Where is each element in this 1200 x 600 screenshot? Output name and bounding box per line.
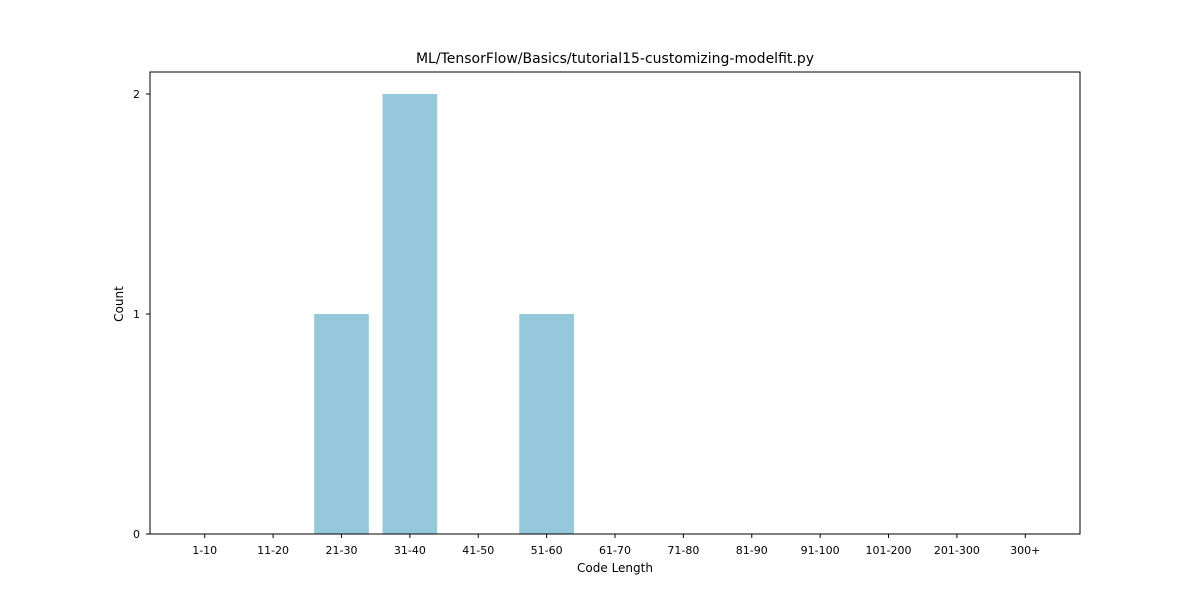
x-tick-label: 31-40 xyxy=(394,544,426,557)
x-tick-label: 11-20 xyxy=(257,544,289,557)
x-tick-label: 21-30 xyxy=(325,544,357,557)
bar-31-40 xyxy=(382,94,438,534)
x-tick-label: 71-80 xyxy=(667,544,699,557)
bars-group xyxy=(314,94,574,534)
x-tick-label: 61-70 xyxy=(599,544,631,557)
bar-51-60 xyxy=(519,314,574,534)
bar-21-30 xyxy=(314,314,369,534)
x-tick-label: 91-100 xyxy=(801,544,840,557)
x-tick-label: 1-10 xyxy=(192,544,217,557)
x-tick-label: 300+ xyxy=(1010,544,1040,557)
chart-title: ML/TensorFlow/Basics/tutorial15-customiz… xyxy=(416,51,814,67)
x-tick-label: 81-90 xyxy=(736,544,768,557)
x-tick-label: 201-300 xyxy=(934,544,980,557)
y-tick-label: 1 xyxy=(133,308,140,321)
y-tick-label: 2 xyxy=(133,88,140,101)
x-axis-ticks: 1-10 11-20 21-30 31-40 41-50 51-60 61-70 71-80 8… xyxy=(192,534,1040,557)
y-axis-ticks: 0 1 2 xyxy=(133,88,150,541)
y-axis-label: Count xyxy=(112,286,126,322)
x-tick-label: 101-200 xyxy=(866,544,912,557)
x-tick-label: 41-50 xyxy=(462,544,494,557)
x-axis-label: Code Length xyxy=(577,561,653,575)
x-tick-label: 51-60 xyxy=(531,544,563,557)
y-tick-label: 0 xyxy=(133,528,140,541)
